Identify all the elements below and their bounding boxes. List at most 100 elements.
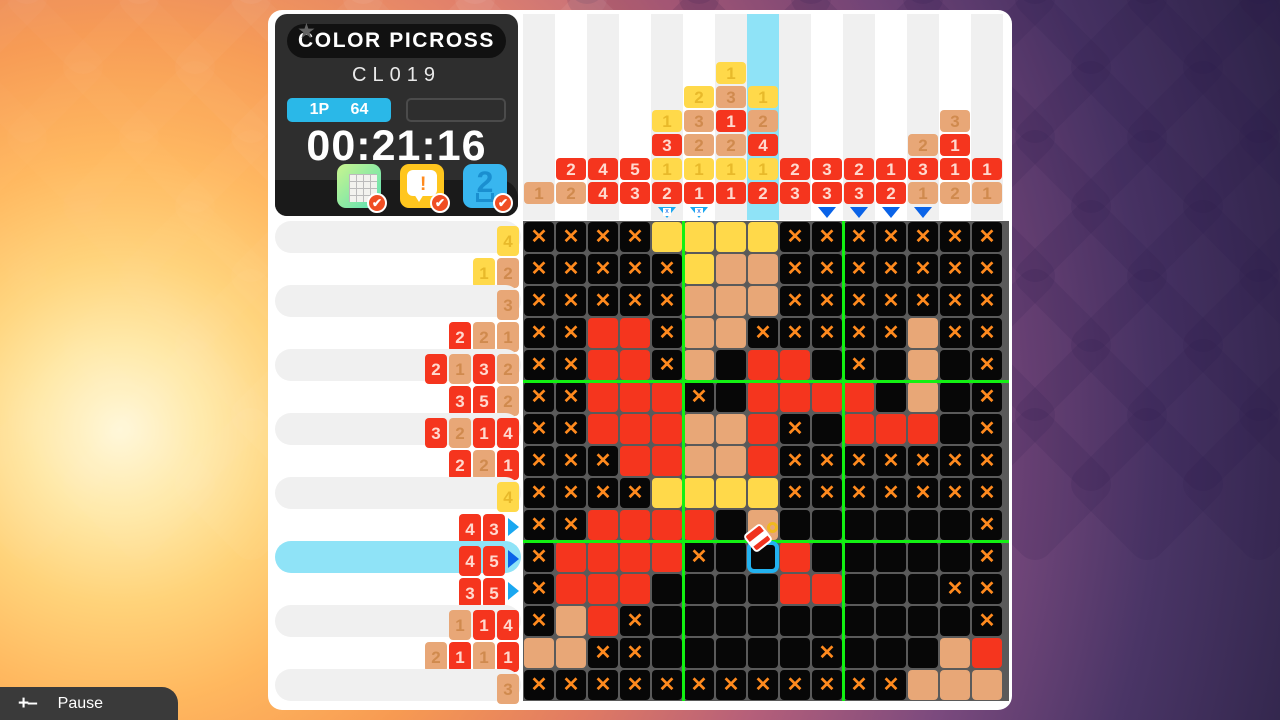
grid-cell[interactable]: ✕: [620, 222, 650, 252]
grid-cell[interactable]: ✕: [812, 670, 842, 700]
grid-cell[interactable]: [620, 446, 650, 476]
grid-cell[interactable]: [908, 414, 938, 444]
grid-cell[interactable]: [812, 542, 842, 572]
grid-cell[interactable]: [748, 478, 778, 508]
grid-cell[interactable]: [940, 670, 970, 700]
grid-cell[interactable]: ✕: [556, 318, 586, 348]
grid-cell[interactable]: [844, 574, 874, 604]
grid-cell[interactable]: [524, 638, 554, 668]
grid-cell[interactable]: ✕: [876, 670, 906, 700]
grid-cell[interactable]: [972, 670, 1002, 700]
grid-cell[interactable]: [908, 638, 938, 668]
grid-cell[interactable]: ✕: [972, 574, 1002, 604]
grid-cell[interactable]: ✕: [524, 382, 554, 412]
grid-cell[interactable]: [844, 542, 874, 572]
grid-cell[interactable]: [556, 574, 586, 604]
grid-cell[interactable]: [620, 350, 650, 380]
grid-cell[interactable]: ✕: [556, 382, 586, 412]
grid-cell[interactable]: ✕: [812, 478, 842, 508]
grid-cell[interactable]: ✕: [588, 670, 618, 700]
grid-cell[interactable]: ✕: [556, 478, 586, 508]
grid-cell[interactable]: ✕: [972, 478, 1002, 508]
grid-cell[interactable]: ✕: [908, 254, 938, 284]
grid-cell[interactable]: [620, 510, 650, 540]
grid-cell[interactable]: [908, 510, 938, 540]
grid-cell[interactable]: [908, 574, 938, 604]
grid-cell[interactable]: ✕: [972, 350, 1002, 380]
row-clue-8[interactable]: 4: [275, 477, 521, 512]
grid-cell[interactable]: [876, 414, 906, 444]
grid-cell[interactable]: [620, 574, 650, 604]
grid-cell[interactable]: ✕: [812, 638, 842, 668]
grid-cell[interactable]: [556, 606, 586, 636]
grid-cell[interactable]: ✕: [524, 670, 554, 700]
grid-cell[interactable]: [908, 670, 938, 700]
grid-cell[interactable]: [908, 606, 938, 636]
grid-cell[interactable]: [908, 318, 938, 348]
grid-cell[interactable]: [748, 574, 778, 604]
grid-cell[interactable]: ✕: [940, 286, 970, 316]
grid-cell[interactable]: ✕: [940, 574, 970, 604]
grid-cell[interactable]: [940, 606, 970, 636]
grid-cell[interactable]: ✕: [780, 318, 810, 348]
grid-cell[interactable]: ✕: [652, 286, 682, 316]
grid-cell[interactable]: ✕: [556, 446, 586, 476]
grid-cell[interactable]: ✕: [812, 222, 842, 252]
grid-cell[interactable]: [588, 510, 618, 540]
grid-cell[interactable]: [876, 382, 906, 412]
grid-cell[interactable]: ✕: [972, 414, 1002, 444]
grid-cell[interactable]: [588, 606, 618, 636]
grid-cell[interactable]: ✕: [908, 446, 938, 476]
grid-cell[interactable]: ✕: [908, 286, 938, 316]
grid-cell[interactable]: ✕: [972, 318, 1002, 348]
pause-bar[interactable]: +– Pause: [0, 687, 178, 720]
grid-cell[interactable]: [652, 414, 682, 444]
grid-cell[interactable]: [716, 318, 746, 348]
grid-cell[interactable]: [844, 510, 874, 540]
grid-cell[interactable]: ✕: [620, 286, 650, 316]
grid-cell[interactable]: [876, 510, 906, 540]
grid-cell[interactable]: ✕: [588, 222, 618, 252]
grid-cell[interactable]: ✕: [780, 286, 810, 316]
grid-cell[interactable]: [620, 542, 650, 572]
grid-cell[interactable]: ✕: [588, 638, 618, 668]
grid-cell[interactable]: [748, 446, 778, 476]
grid-cell[interactable]: [812, 574, 842, 604]
grid-cell[interactable]: ✕: [524, 254, 554, 284]
grid-cell[interactable]: [652, 638, 682, 668]
grid-cell[interactable]: ✕: [524, 350, 554, 380]
grid-cell[interactable]: ✕: [844, 478, 874, 508]
grid-cell[interactable]: ✕: [844, 350, 874, 380]
grid-cell[interactable]: [684, 638, 714, 668]
grid-cell[interactable]: [780, 606, 810, 636]
row-clue-14[interactable]: 3: [275, 669, 521, 704]
grid-cell[interactable]: ✕: [556, 670, 586, 700]
grid-cell[interactable]: [748, 222, 778, 252]
grid-cell[interactable]: ✕: [780, 254, 810, 284]
grid-cell[interactable]: ✕: [844, 318, 874, 348]
grid-cell[interactable]: ✕: [652, 254, 682, 284]
grid-cell[interactable]: [908, 542, 938, 572]
grid-cell[interactable]: [812, 350, 842, 380]
grid-cell[interactable]: ✕: [716, 670, 746, 700]
grid-cell[interactable]: ✕: [556, 510, 586, 540]
grid-cell[interactable]: [716, 510, 746, 540]
grid-cell[interactable]: [908, 350, 938, 380]
grid-cell[interactable]: [716, 606, 746, 636]
grid-cell[interactable]: ✕: [780, 414, 810, 444]
grid-cell[interactable]: [716, 542, 746, 572]
